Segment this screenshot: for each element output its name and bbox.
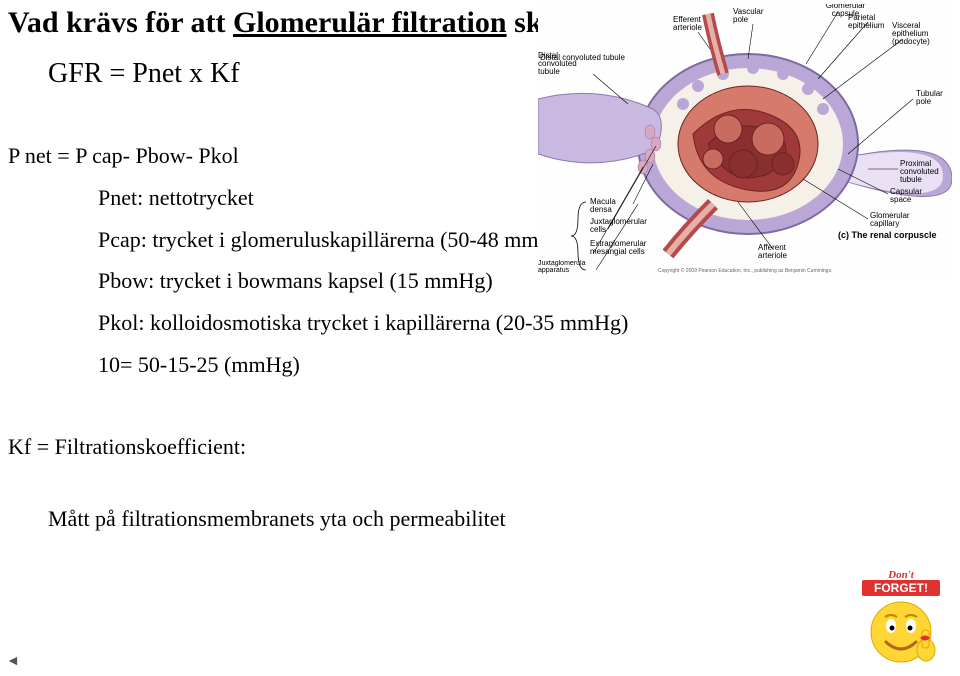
pkol-def: Pkol: kolloidosmotiska trycket i kapillä… [8,302,628,344]
sum-line: 10= 50-15-25 (mmHg) [8,344,628,386]
pbow-def: Pbow: trycket i bowmans kapsel (15 mmHg) [8,260,628,302]
diagram-copyright: Copyright © 2009 Pearson Education, Inc.… [658,267,832,274]
renal-corpuscle-diagram: Distal convoluted tubule Distal convolut… [538,4,952,276]
svg-text:FORGET!: FORGET! [874,581,928,595]
pcap-def: Pcap: trycket i glomeruluskapillärerna (… [8,219,628,261]
kf-heading: Kf = Filtrationskoefficient: [8,426,628,468]
prev-slide-arrow[interactable]: ◄ [6,654,20,670]
dont-forget-sticker: Don't FORGET! [858,566,944,666]
title-prefix: Vad krävs för att [8,6,233,39]
gfr-formula: GFR = Pnet x Kf [48,58,240,90]
pnet-def: Pnet: nettotrycket [8,177,628,219]
diagram-caption: (c) The renal corpuscle [838,230,937,240]
slide-title: Vad krävs för att Glomerulär filtration … [8,6,622,40]
svg-text:Don't: Don't [887,569,915,581]
pnet-equation: P net = P cap- Pbow- Pkol [8,135,628,177]
kf-description: Mått på filtrationsmembranets yta och pe… [8,498,628,540]
title-underline: Glomerulär filtration [233,6,507,39]
body-text: P net = P cap- Pbow- Pkol Pnet: nettotry… [8,135,628,539]
